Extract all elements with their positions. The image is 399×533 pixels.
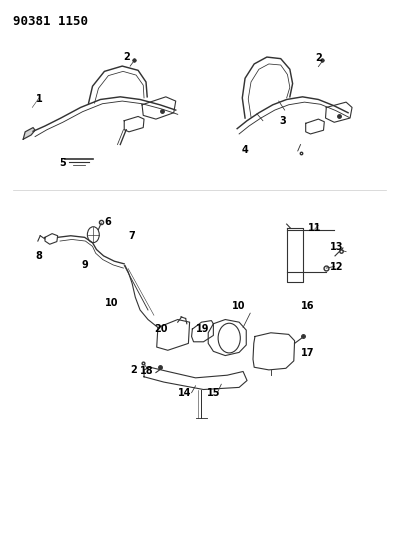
- Text: 5: 5: [59, 158, 66, 168]
- Text: 7: 7: [128, 231, 135, 241]
- Text: 13: 13: [330, 242, 343, 252]
- Text: 8: 8: [36, 251, 42, 261]
- Text: 10: 10: [105, 297, 118, 308]
- Polygon shape: [23, 127, 35, 139]
- Text: 18: 18: [140, 366, 154, 376]
- Text: 2: 2: [123, 52, 130, 62]
- Text: 2: 2: [131, 365, 138, 375]
- Text: 6: 6: [104, 217, 111, 227]
- Text: 10: 10: [232, 301, 246, 311]
- Text: 11: 11: [308, 223, 321, 233]
- Text: 12: 12: [330, 262, 343, 271]
- Text: 3: 3: [279, 116, 286, 126]
- Text: 9: 9: [81, 261, 88, 270]
- Text: 90381 1150: 90381 1150: [13, 14, 88, 28]
- Text: 19: 19: [196, 324, 209, 334]
- Text: 15: 15: [207, 388, 220, 398]
- Text: 2: 2: [315, 53, 322, 63]
- Text: 14: 14: [178, 388, 191, 398]
- Text: 16: 16: [301, 301, 314, 311]
- Text: 1: 1: [36, 94, 42, 104]
- Text: 17: 17: [301, 348, 314, 358]
- Text: 4: 4: [242, 145, 249, 155]
- Text: 20: 20: [154, 324, 168, 334]
